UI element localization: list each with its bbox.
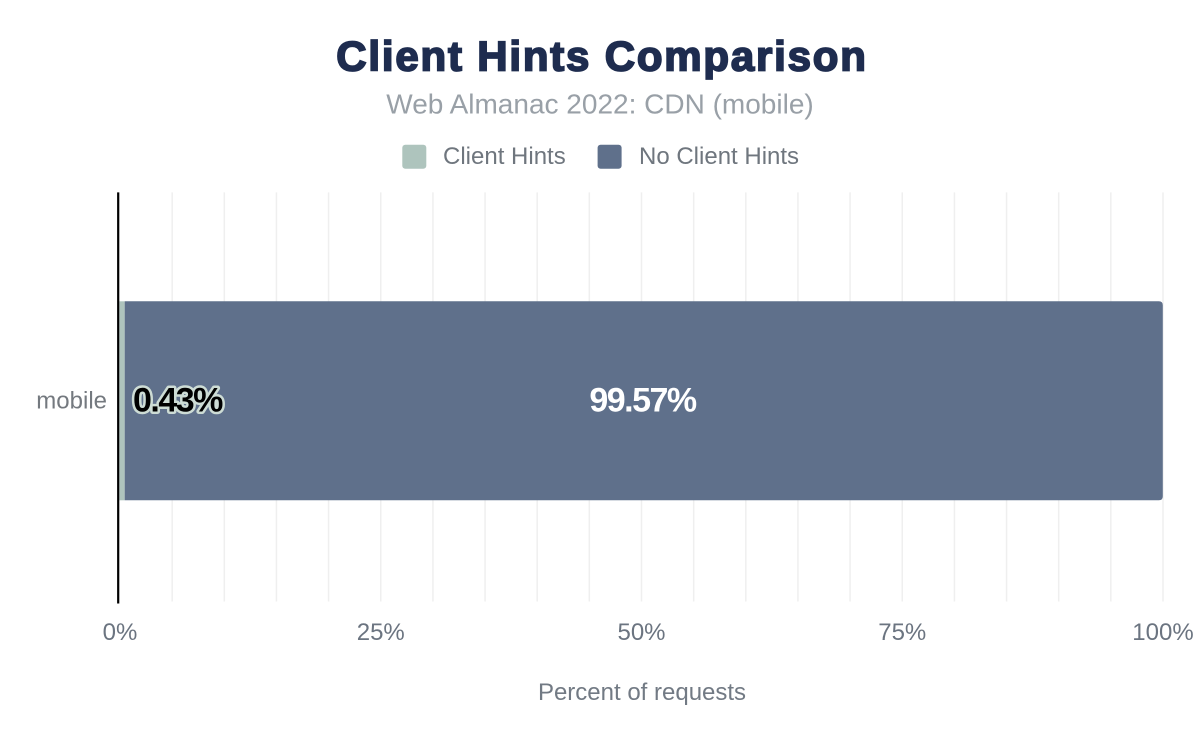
svg-text:Web Almanac 2022: CDN (mobile): Web Almanac 2022: CDN (mobile) — [386, 89, 813, 120]
svg-text:99.57%: 99.57% — [589, 382, 697, 420]
svg-text:0.43%: 0.43% — [133, 382, 223, 420]
svg-text:Client Hints: Client Hints — [443, 143, 566, 170]
svg-text:mobile: mobile — [36, 388, 107, 415]
svg-text:0%: 0% — [103, 619, 138, 646]
svg-text:Client Hints Comparison: Client Hints Comparison — [336, 32, 867, 79]
svg-text:25%: 25% — [357, 619, 405, 646]
svg-text:Percent of requests: Percent of requests — [538, 679, 746, 706]
svg-text:No Client Hints: No Client Hints — [639, 143, 799, 170]
svg-text:50%: 50% — [617, 619, 665, 646]
svg-text:100%: 100% — [1132, 619, 1193, 646]
svg-text:75%: 75% — [878, 619, 926, 646]
